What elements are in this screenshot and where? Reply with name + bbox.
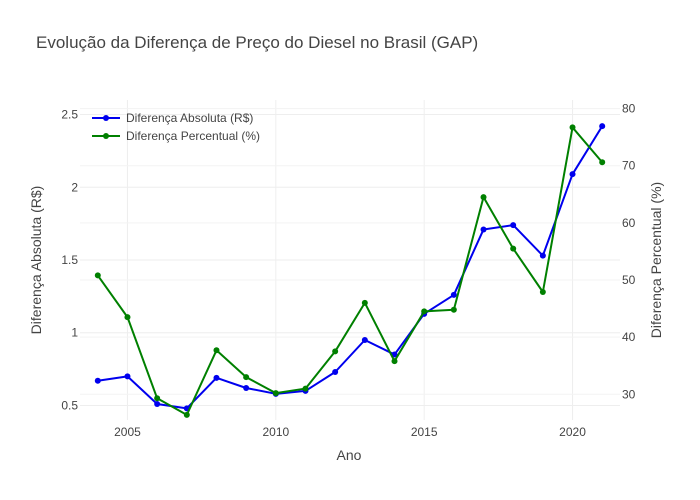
- data-point-absolute-diff: [599, 123, 606, 130]
- y-tick-label: 1.5: [61, 253, 78, 267]
- x-tick-label: 2010: [262, 425, 289, 439]
- data-point-absolute-diff: [124, 373, 131, 380]
- data-point-absolute-diff: [94, 377, 101, 384]
- y-tick-label: 0.5: [61, 398, 78, 412]
- data-point-percent-diff: [154, 395, 161, 402]
- legend-label: Diferença Percentual (%): [126, 129, 260, 143]
- data-point-absolute-diff: [154, 401, 161, 407]
- data-point-percent-diff: [213, 347, 220, 354]
- data-point-absolute-diff: [510, 222, 517, 229]
- legend-swatch-marker: [103, 133, 109, 139]
- x-axis-ticks: 2005 2010 2015 2020: [114, 425, 586, 439]
- y2-tick-label: 40: [622, 330, 636, 344]
- y-tick-label: 1: [71, 326, 78, 340]
- legend[interactable]: Diferença Absoluta (R$) Diferença Percent…: [92, 111, 260, 143]
- chart-title: Evolução da Diferença de Preço do Diesel…: [36, 33, 479, 52]
- y2-tick-label: 60: [622, 216, 636, 230]
- data-point-percent-diff: [361, 299, 368, 306]
- y-axis-title: Diferença Absoluta (R$): [28, 186, 44, 335]
- y-tick-label: 2: [71, 180, 78, 194]
- data-point-absolute-diff: [450, 291, 457, 298]
- data-point-absolute-diff: [480, 226, 487, 233]
- y2-tick-label: 70: [622, 159, 636, 173]
- data-point-percent-diff: [421, 308, 428, 315]
- data-point-percent-diff: [243, 374, 250, 381]
- data-point-absolute-diff: [243, 385, 250, 391]
- plot-area: [94, 123, 606, 418]
- data-point-percent-diff: [183, 411, 190, 418]
- legend-swatch-marker: [103, 115, 109, 121]
- series-line-percent-diff: [96, 126, 603, 416]
- legend-item-absolute-diff[interactable]: Diferença Absoluta (R$): [92, 111, 253, 125]
- data-point-percent-diff: [599, 159, 606, 166]
- data-point-absolute-diff: [361, 337, 368, 343]
- x-tick-label: 2015: [411, 425, 438, 439]
- data-point-percent-diff: [332, 348, 339, 355]
- data-point-percent-diff: [272, 390, 279, 397]
- y2-tick-label: 30: [622, 387, 636, 401]
- data-point-percent-diff: [302, 385, 309, 392]
- grid-lines: [80, 100, 620, 420]
- data-point-absolute-diff: [539, 252, 546, 259]
- y2-tick-label: 50: [622, 273, 636, 287]
- y2-axis-title: Diferença Percentual (%): [648, 182, 664, 338]
- y-axis-ticks: 0.5 1 1.5 2 2.5: [61, 108, 78, 413]
- y2-tick-label: 80: [622, 102, 636, 116]
- x-tick-label: 2020: [559, 425, 586, 439]
- data-point-absolute-diff: [569, 171, 576, 178]
- data-point-percent-diff: [510, 245, 517, 252]
- data-point-percent-diff: [391, 358, 398, 365]
- data-point-percent-diff: [569, 124, 576, 131]
- data-point-absolute-diff: [332, 369, 339, 375]
- data-point-absolute-diff: [213, 374, 220, 381]
- legend-item-percent-diff[interactable]: Diferença Percentual (%): [92, 129, 260, 143]
- data-point-percent-diff: [539, 289, 546, 295]
- series-line-absolute-diff: [97, 125, 604, 410]
- legend-label: Diferença Absoluta (R$): [126, 111, 253, 125]
- data-point-percent-diff: [94, 272, 101, 279]
- data-point-percent-diff: [480, 194, 487, 201]
- y2-axis-ticks: 30 40 50 60 70 80: [622, 102, 636, 402]
- data-point-percent-diff: [124, 314, 131, 321]
- x-tick-label: 2005: [114, 425, 141, 439]
- data-point-percent-diff: [450, 306, 457, 313]
- y-tick-label: 2.5: [61, 108, 78, 122]
- x-axis-title: Ano: [337, 447, 362, 463]
